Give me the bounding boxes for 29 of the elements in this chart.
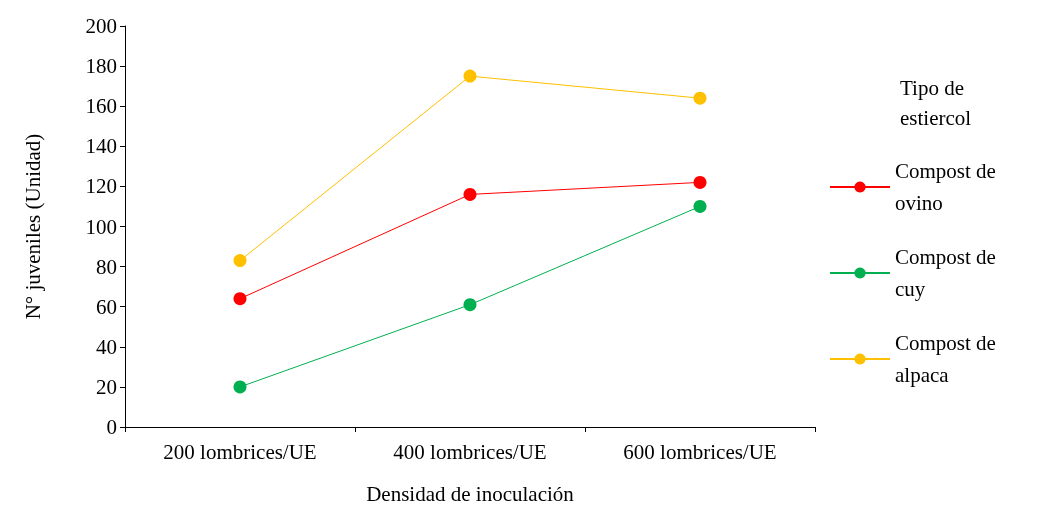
point — [693, 175, 707, 189]
point — [693, 91, 707, 105]
x-tick-label: 200 lombrices/UE — [163, 439, 317, 464]
x-tick-label: 600 lombrices/UE — [623, 439, 777, 464]
y-tick-label: 160 — [85, 94, 117, 119]
y-tick-label: 140 — [85, 134, 117, 159]
point — [693, 199, 707, 213]
legend-label: Compost de alpaca — [895, 331, 1002, 387]
y-tick-label: 40 — [96, 334, 117, 359]
y-tick-label: 80 — [96, 254, 117, 279]
point — [463, 298, 477, 312]
y-tick-label: 120 — [85, 174, 117, 199]
legend-label: Compost de cuy — [895, 245, 1002, 301]
y-tick-label: 180 — [85, 54, 117, 79]
y-tick-label: 100 — [85, 214, 117, 239]
y-tick-label: 200 — [85, 14, 117, 38]
x-tick-label: 400 lombrices/UE — [393, 439, 547, 464]
point — [233, 292, 247, 306]
legend-label: Compost de ovino — [895, 159, 1002, 215]
point — [463, 187, 477, 201]
y-tick-label: 60 — [96, 294, 117, 319]
x-axis-title: Densidad de inoculación — [366, 481, 575, 506]
legend-title: Tipo de estiercol — [900, 76, 972, 130]
point — [233, 380, 247, 394]
y-tick-label: 20 — [96, 374, 117, 399]
point — [233, 254, 247, 268]
y-axis-title: N° juveniles (Unidad) — [20, 133, 45, 320]
point — [463, 69, 477, 83]
y-tick-label: 0 — [106, 415, 117, 439]
